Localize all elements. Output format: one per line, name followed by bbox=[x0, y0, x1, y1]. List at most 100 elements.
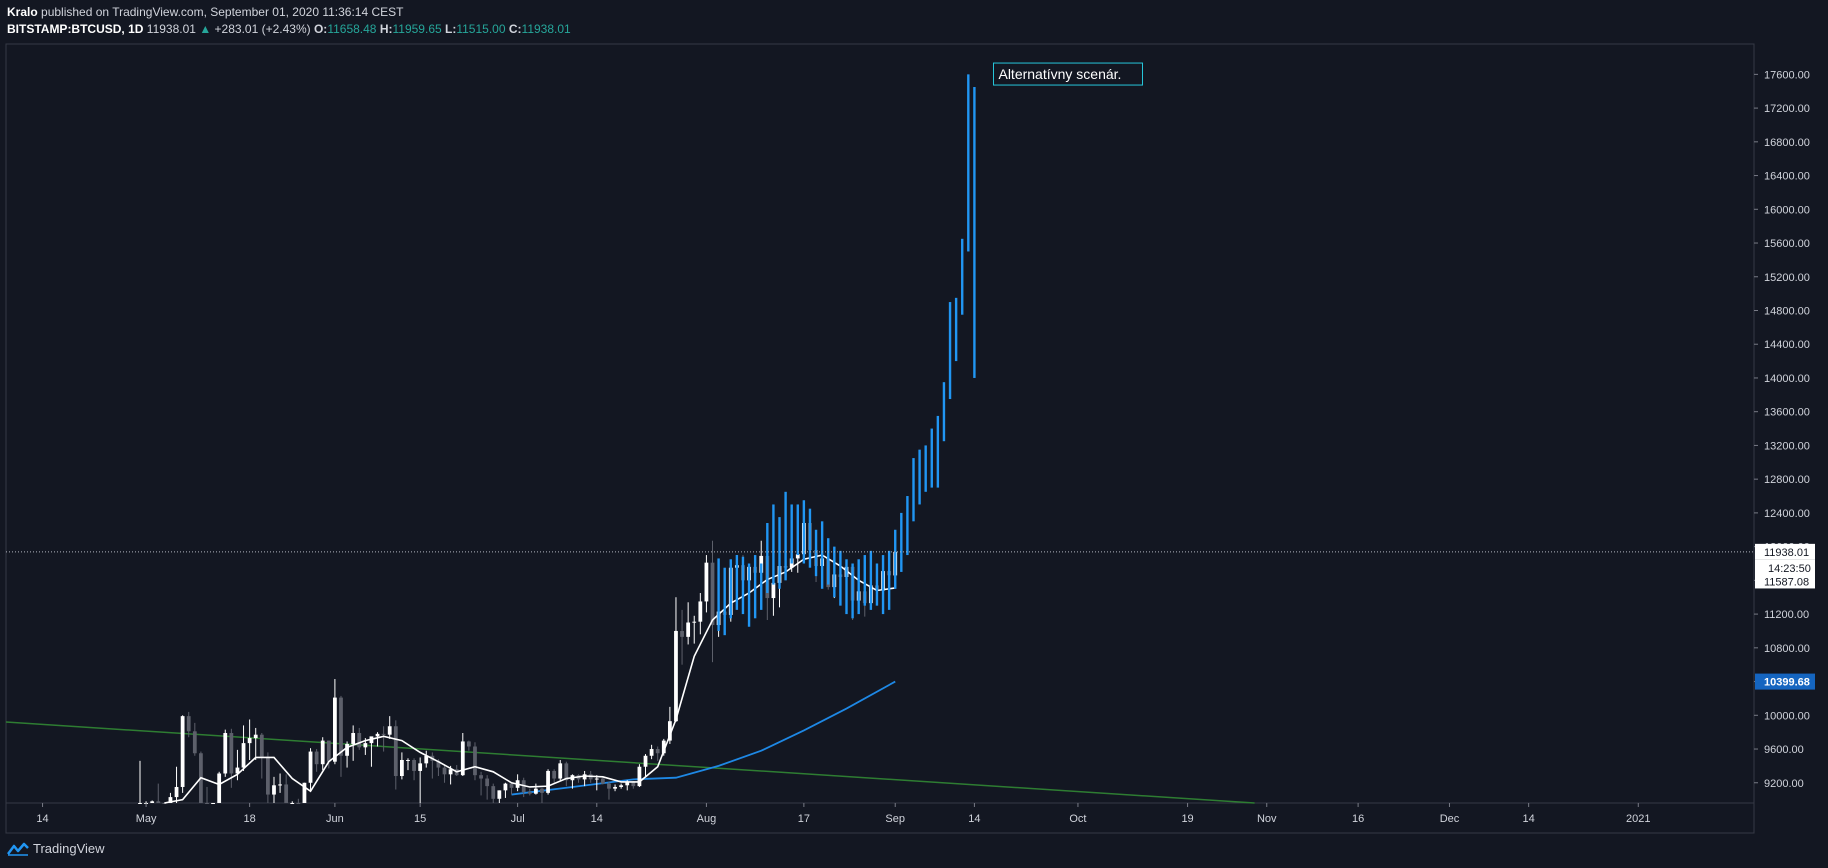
x-tick-label: Nov bbox=[1257, 813, 1277, 825]
chart-frame bbox=[5, 43, 1755, 834]
trendline bbox=[5, 721, 1255, 804]
candle-body bbox=[704, 562, 709, 602]
publish-text: published on TradingView.com, September … bbox=[41, 5, 404, 19]
countdown-label: 14:23:50 bbox=[1768, 563, 1811, 575]
y-tick-label: 9600.00 bbox=[1764, 744, 1804, 756]
x-tick-label: 19 bbox=[1181, 813, 1193, 825]
x-tick-label: 15 bbox=[414, 813, 426, 825]
candle-body bbox=[497, 790, 502, 799]
y-tick-label: 9200.00 bbox=[1764, 778, 1804, 790]
hidden-price-label: 11587.08 bbox=[1764, 576, 1809, 588]
hidden-price-label-bg bbox=[1755, 574, 1815, 589]
y-tick-label: 10000.00 bbox=[1764, 710, 1810, 722]
y-tick-label: 16000.00 bbox=[1764, 204, 1810, 216]
x-tick-label: 2021 bbox=[1626, 813, 1650, 825]
candle-body bbox=[247, 738, 252, 744]
y-tick-label: 13600.00 bbox=[1764, 407, 1810, 419]
x-tick-label: 14 bbox=[1523, 813, 1535, 825]
x-tick-label: 14 bbox=[968, 813, 980, 825]
candle-body bbox=[625, 781, 630, 786]
candle-body bbox=[600, 778, 605, 784]
y-tick-label: 16800.00 bbox=[1764, 137, 1810, 149]
candle-body bbox=[448, 769, 453, 775]
candle-body bbox=[710, 562, 715, 626]
projection-bar bbox=[954, 297, 958, 362]
ma-slow-label: 10399.68 bbox=[1764, 677, 1810, 689]
projection-bar bbox=[735, 555, 739, 610]
projection-bar bbox=[906, 496, 909, 556]
candle-body bbox=[345, 743, 349, 756]
projection-bar bbox=[833, 546, 836, 598]
candle-body bbox=[381, 733, 386, 735]
candle-body bbox=[363, 743, 368, 748]
candle-body bbox=[607, 783, 611, 789]
candle-body bbox=[479, 775, 483, 779]
ma-slow-line bbox=[511, 680, 896, 796]
candle-body bbox=[211, 803, 215, 804]
ma-fast-line bbox=[164, 554, 896, 804]
x-tick-label: Aug bbox=[697, 813, 717, 825]
candle-body bbox=[192, 731, 197, 754]
candle-body bbox=[290, 803, 295, 804]
candle-body bbox=[406, 759, 410, 761]
projection-bar bbox=[827, 538, 830, 585]
candle-body bbox=[235, 767, 240, 774]
candle-body bbox=[473, 746, 477, 776]
projection-bar bbox=[820, 521, 824, 589]
last-price-label-bg bbox=[1755, 543, 1815, 560]
candle-body bbox=[619, 785, 624, 787]
x-tick-label: Sep bbox=[885, 813, 905, 825]
candle-body bbox=[771, 582, 776, 599]
candle-body bbox=[150, 801, 155, 803]
candle-body bbox=[643, 755, 648, 767]
candle-body bbox=[485, 778, 490, 787]
projection-bar bbox=[900, 512, 903, 572]
projection-bar bbox=[845, 559, 848, 615]
y-tick-label: 11200.00 bbox=[1764, 609, 1809, 621]
candle-body bbox=[667, 721, 672, 741]
projection-bar bbox=[796, 504, 799, 556]
projection-bar bbox=[790, 504, 793, 564]
close-value: 11938.01 bbox=[521, 22, 571, 36]
candle-body bbox=[326, 740, 331, 762]
y-tick-label: 16400.00 bbox=[1764, 171, 1810, 183]
candle-body bbox=[661, 740, 666, 754]
candle-body bbox=[296, 803, 301, 804]
projection-bar bbox=[772, 504, 775, 585]
candle-body bbox=[259, 734, 264, 757]
candle-body bbox=[436, 760, 441, 768]
projection-bar bbox=[747, 563, 751, 627]
candle-body bbox=[339, 697, 343, 756]
candle-body bbox=[546, 770, 550, 793]
candle-body bbox=[308, 751, 313, 783]
low-value: 11515.00 bbox=[456, 22, 506, 36]
candle-body bbox=[138, 803, 142, 804]
y-tick-label: 12800.00 bbox=[1764, 474, 1810, 486]
low-label: L: bbox=[445, 22, 457, 36]
candle-body bbox=[424, 755, 429, 764]
candle-body bbox=[162, 803, 167, 804]
projection-bar bbox=[839, 550, 842, 606]
annotation-text: Alternatívny scenár. bbox=[998, 66, 1121, 82]
candle-body bbox=[241, 743, 246, 768]
candle-body bbox=[229, 733, 234, 774]
candle-body bbox=[180, 716, 185, 787]
projection-bar bbox=[881, 555, 885, 615]
high-value: 11959.65 bbox=[392, 22, 442, 36]
projection-bar bbox=[778, 517, 781, 589]
x-tick-label: 14 bbox=[591, 813, 603, 825]
candle-body bbox=[284, 784, 289, 803]
price-change: +283.01 (+2.43%) bbox=[214, 22, 311, 36]
x-tick-label: Jun bbox=[326, 813, 344, 825]
footer-brand[interactable]: TradingView bbox=[7, 841, 105, 856]
projection-bar bbox=[967, 74, 970, 252]
projection-bar bbox=[766, 523, 769, 594]
candle-body bbox=[564, 763, 569, 781]
x-tick-label: 16 bbox=[1352, 813, 1364, 825]
candle-body bbox=[692, 621, 697, 623]
projection-bar bbox=[961, 238, 964, 315]
candle-body bbox=[558, 763, 563, 779]
x-tick-label: Oct bbox=[1069, 813, 1086, 825]
author-name[interactable]: Kralo bbox=[7, 5, 38, 19]
